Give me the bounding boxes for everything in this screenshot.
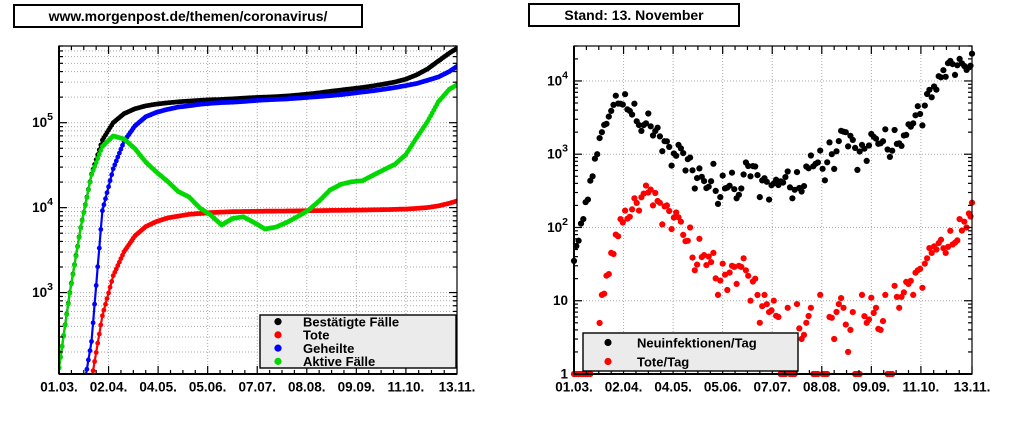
legend-label: Bestätigte Fälle [303, 314, 399, 329]
legend-marker [604, 357, 612, 366]
svg-text:11.10.: 11.10. [387, 380, 424, 395]
svg-text:08.08.: 08.08. [288, 380, 326, 395]
series-geheilte [84, 64, 457, 374]
svg-text:05.06.: 05.06. [704, 380, 742, 395]
right-chart-grid [574, 46, 972, 374]
svg-text:01.03.: 01.03. [555, 380, 593, 395]
svg-text:09.09.: 09.09. [853, 380, 891, 395]
svg-text:10: 10 [553, 293, 568, 308]
right-chart-title: Stand: 13. November [564, 7, 704, 23]
series-aktive-f-lle [59, 82, 457, 371]
left-chart-frame [58, 45, 458, 375]
left-chart-title: www.morgenpost.de/themen/coronavirus/ [48, 8, 328, 24]
svg-text:104: 104 [32, 196, 53, 215]
right-chart-title-box: Stand: 13. November [528, 3, 740, 27]
left-chart-series [59, 46, 457, 374]
svg-text:105: 105 [32, 111, 53, 130]
svg-text:11.10.: 11.10. [902, 380, 939, 395]
series-tote-tag [570, 182, 976, 378]
legend-marker [274, 331, 282, 339]
svg-text:103: 103 [547, 143, 568, 162]
svg-text:13.11.: 13.11. [439, 380, 476, 395]
legend-label: Geheilte [303, 341, 354, 356]
svg-text:104: 104 [547, 69, 568, 88]
svg-text:01.03.: 01.03. [40, 380, 78, 395]
svg-text:08.08.: 08.08. [803, 380, 841, 395]
left-chart-ticks [58, 45, 458, 374]
legend-label: Neuinfektionen/Tag [637, 335, 757, 350]
left-chart-title-box: www.morgenpost.de/themen/coronavirus/ [13, 4, 363, 28]
svg-text:1: 1 [560, 367, 568, 382]
legend-marker [274, 357, 282, 365]
legend-label: Tote [303, 328, 329, 343]
right-chart-legend: Neuinfektionen/Tag Tote/Tag [582, 332, 799, 372]
legend-marker [274, 344, 282, 352]
svg-text:13.11.: 13.11. [954, 380, 991, 395]
svg-text:102: 102 [547, 216, 568, 235]
svg-text:103: 103 [32, 281, 53, 300]
right-chart-ticks [573, 45, 973, 375]
svg-text:05.06.: 05.06. [189, 380, 227, 395]
right-chart-frame [573, 45, 973, 375]
left-chart: 01.03. 02.04. 04.05. 05.06. 07.07. 08.08. 09.0… [32, 45, 475, 395]
svg-text:07.07.: 07.07. [238, 380, 276, 395]
right-chart-series [570, 50, 976, 378]
legend-marker [604, 338, 612, 347]
svg-text:04.05.: 04.05. [654, 380, 692, 395]
svg-text:02.04.: 02.04. [90, 380, 128, 395]
series-neuinfektionen-tag [570, 50, 976, 264]
svg-text:02.04.: 02.04. [605, 380, 643, 395]
legend-marker [274, 318, 282, 326]
left-chart-axis-labels: 01.03. 02.04. 04.05. 05.06. 07.07. 08.08. 09.0… [32, 111, 475, 394]
right-chart: 01.03. 02.04. 04.05. 05.06. 07.07. 08.08. 09.0… [547, 45, 991, 395]
svg-text:09.09.: 09.09. [338, 380, 376, 395]
svg-text:04.05.: 04.05. [139, 380, 177, 395]
legend-label: Aktive Fälle [303, 354, 375, 369]
legend-label: Tote/Tag [637, 354, 689, 369]
svg-text:07.07.: 07.07. [753, 380, 791, 395]
series-best-tigte-f-lle [59, 46, 457, 371]
